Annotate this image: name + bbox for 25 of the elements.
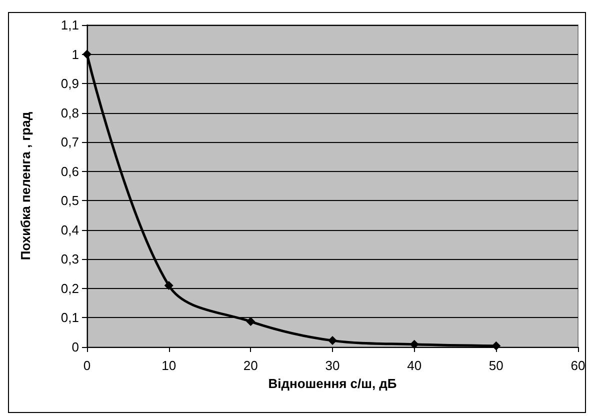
point (246, 317, 256, 326)
x-tick-label: 30 (325, 358, 340, 373)
point (492, 341, 501, 350)
y-tick-label: 0,4 (60, 222, 79, 238)
y-tick-label: 0,3 (60, 252, 79, 267)
y-tick-label: 1 (72, 46, 79, 62)
x-tick-label: 20 (243, 358, 258, 373)
y-tick-label: 0,1 (60, 310, 79, 326)
y-tick-label: 0,9 (60, 76, 79, 92)
y-tick-label: 1,1 (60, 18, 79, 32)
y-tick-label: 0,2 (60, 280, 79, 296)
x-axis-title: Відношення с/ш, дБ (268, 376, 397, 391)
x-tick-label: 40 (407, 358, 422, 373)
x-tick-label: 60 (570, 358, 586, 373)
y-tick-label: 0 (72, 340, 79, 354)
y-tick-label: 0,6 (60, 164, 79, 179)
y-tick-label: 0,5 (60, 193, 79, 208)
y-axis-title: Похибка пеленга , град (18, 111, 33, 260)
point (328, 336, 337, 346)
x-tick-label: 50 (488, 358, 504, 373)
y-tick-label: 0,8 (60, 105, 79, 120)
y-tick-label: 0,7 (60, 134, 79, 150)
point (164, 281, 174, 290)
x-tick-label: 0 (83, 358, 91, 373)
x-tick-label: 10 (162, 358, 176, 373)
